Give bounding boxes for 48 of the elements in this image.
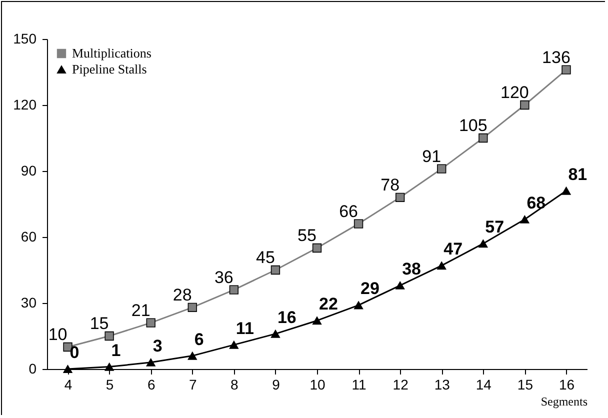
x-tick-label: 9 — [272, 376, 280, 392]
legend-label: Multiplications — [72, 46, 152, 60]
x-tick-label: 11 — [352, 376, 367, 392]
x-tick-label: 16 — [558, 376, 575, 392]
y-tick-label: 150 — [13, 30, 37, 46]
x-tick-label: 4 — [64, 376, 72, 392]
data-label: 1 — [111, 340, 121, 360]
x-tick-label: 8 — [230, 376, 239, 392]
data-label: 0 — [70, 343, 80, 362]
data-label: 120 — [500, 83, 529, 102]
y-tick-label: 90 — [20, 162, 37, 178]
x-tick-label: 15 — [517, 376, 534, 392]
x-tick-label: 10 — [310, 376, 326, 392]
data-label: 6 — [194, 330, 204, 349]
data-label: 36 — [214, 268, 234, 287]
x-tick-label: 5 — [106, 376, 114, 392]
data-label: 28 — [172, 285, 192, 304]
y-tick-label: 120 — [13, 96, 37, 112]
x-tick-label: 7 — [188, 376, 197, 392]
data-label: 55 — [298, 226, 316, 245]
x-tick-label: 6 — [147, 376, 156, 392]
data-label: 16 — [277, 308, 296, 327]
data-label: 45 — [256, 248, 275, 267]
data-label: 66 — [339, 202, 358, 221]
data-label: 47 — [444, 240, 463, 259]
y-tick-label: 30 — [20, 294, 37, 310]
data-label: 68 — [526, 193, 546, 212]
data-label: 91 — [422, 146, 442, 166]
legend-label: Pipeline Stalls — [72, 62, 147, 76]
data-label: 22 — [319, 294, 338, 314]
data-label: 78 — [380, 175, 400, 194]
data-label: 11 — [236, 318, 254, 338]
data-label: 136 — [542, 48, 570, 67]
data-label: 3 — [152, 336, 162, 356]
data-label: 10 — [48, 325, 68, 344]
data-label: 105 — [458, 116, 488, 135]
data-label: 38 — [402, 259, 421, 278]
data-label: 29 — [360, 279, 380, 298]
y-tick-label: 0 — [28, 360, 37, 376]
x-tick-label: 14 — [476, 376, 492, 392]
data-label: 15 — [90, 314, 109, 333]
x-axis-title: Segments — [540, 394, 588, 408]
data-label: 57 — [485, 218, 504, 237]
y-tick-label: 60 — [20, 228, 37, 244]
x-tick-label: 13 — [434, 376, 450, 392]
data-label: 21 — [131, 300, 150, 320]
data-label: 81 — [568, 164, 588, 184]
x-tick-label: 12 — [392, 376, 409, 392]
